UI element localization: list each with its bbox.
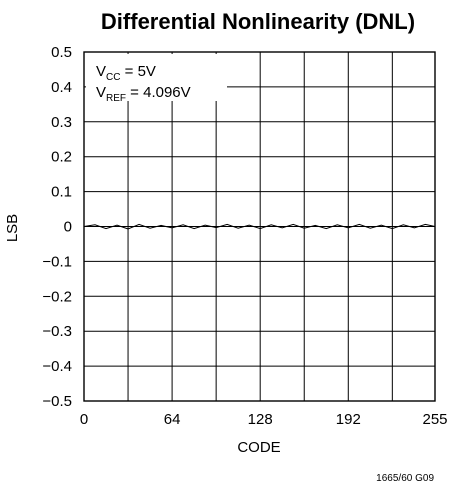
x-axis-label: CODE: [237, 439, 280, 456]
vcc-annotation: VCC = 5V: [96, 63, 156, 83]
x-tick-label: 0: [80, 411, 88, 428]
y-tick-label: 0: [64, 219, 72, 236]
y-tick-label: −0.4: [42, 358, 72, 375]
grid-lines: [83, 51, 436, 402]
dnl-series-line: [83, 223, 436, 230]
y-tick-label: −0.3: [42, 323, 72, 340]
y-tick-label: 0.5: [51, 44, 72, 61]
y-tick-label: 0.4: [51, 79, 72, 96]
y-tick-label: 0.1: [51, 184, 72, 201]
x-tick-label: 192: [336, 411, 361, 428]
y-tick-label: −0.2: [42, 288, 72, 305]
vref-annotation: VREF = 4.096V: [96, 84, 191, 104]
y-axis-label: LSB: [4, 214, 21, 242]
y-tick-label: 0.2: [51, 149, 72, 166]
figure-code: 1665/60 G09: [376, 473, 434, 484]
x-tick-labels: 0 64 128 192 255: [80, 411, 448, 428]
y-tick-label: 0.3: [51, 114, 72, 131]
legend-box-bg: [86, 54, 227, 101]
x-tick-label: 255: [422, 411, 447, 428]
x-tick-label: 64: [164, 411, 181, 428]
x-tick-label: 128: [248, 411, 273, 428]
y-tick-labels: 0.5 0.4 0.3 0.2 0.1 0 −0.1 −0.2 −0.3 −0.4 −0.5: [42, 44, 72, 410]
chart-title: Differential Nonlinearity (DNL): [101, 9, 415, 34]
y-tick-label: −0.1: [42, 253, 72, 270]
y-tick-label: −0.5: [42, 393, 72, 410]
